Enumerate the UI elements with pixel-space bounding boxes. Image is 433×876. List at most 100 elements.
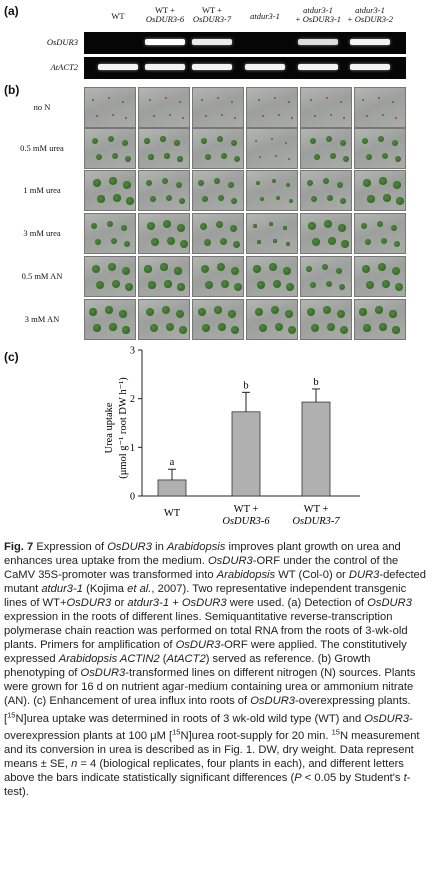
seedling [230,266,240,276]
seedling [161,305,171,315]
seedling [93,179,101,187]
caption-segment: WT (Col-0) or [275,569,349,581]
seedling [392,101,394,103]
plate-row-2-col-4 [246,128,298,169]
seedling [178,197,186,205]
caption-segment: OsDUR3 [107,541,152,553]
seedling [215,220,223,228]
seedling [233,282,243,292]
plate-row-5-col-3 [192,256,244,297]
seedling [257,98,261,102]
seedling [177,283,185,291]
seedling [220,279,230,289]
seedling [367,195,375,203]
caption-segment: OsDUR3 [80,667,126,679]
band-osdur3-lane-2 [145,39,185,45]
seedling [148,281,156,289]
caption-segment: -defected mutant [4,569,427,595]
caption-segment: expression in the roots of different lin… [4,611,408,651]
seedling [308,222,316,230]
seedling [274,322,284,332]
seedling [272,179,276,183]
y-tick-label: 3 [130,346,135,357]
seedling [269,222,273,226]
seedling [326,97,328,99]
seedling [328,237,336,245]
figure-caption: Fig. 7 Expression of OsDUR3 in Arabidops… [4,540,428,799]
seedling [230,139,238,147]
plate-row-3-col-2 [138,170,190,211]
seedling [96,115,98,117]
plate-row-4-col-2 [138,213,190,254]
seedling [113,194,121,202]
seedling [342,155,350,163]
seedling [90,222,98,230]
seedling [392,326,400,334]
seedling [234,117,236,119]
seedling [97,195,105,203]
seedling [218,323,226,331]
category-label-3-line2: OsDUR3-7 [292,516,340,527]
seedling [94,238,102,246]
seedling [180,240,188,248]
seedling [395,156,401,162]
seedling [232,240,240,248]
caption-segment: -overexpressing plants. [ [4,695,411,725]
caption-text: Expression of OsDUR3 in Arabidopsis impr… [4,541,426,798]
seedling [122,101,124,103]
seedling [199,222,207,230]
seedling [144,138,150,144]
seedling [108,136,114,142]
seedling [200,264,210,274]
seedling [390,224,398,232]
seedling [335,267,343,275]
seedling [253,224,257,228]
seedling [330,114,332,116]
band-atact2-lane-1 [98,64,138,70]
plate-row-6-col-5 [300,299,352,340]
seedling [149,323,159,333]
seedling [273,280,281,288]
seedling [92,138,98,144]
seedling [309,137,317,145]
seedling [203,238,211,246]
seedling [231,326,239,334]
seedling [181,116,185,120]
seedling [257,240,261,244]
seedling [270,137,274,141]
seedling [338,224,346,232]
seedling [204,153,212,161]
caption-segment: n [71,758,78,771]
seedling [233,155,241,163]
seedling [214,306,222,314]
seedling [329,152,337,160]
lane-label-4: atdur3-1 [250,11,280,21]
seedling [112,153,118,159]
plate-row-6-col-3 [192,299,244,340]
seedling [198,308,206,316]
band-atact2-lane-2 [145,64,185,70]
plate-row-1-col-5 [300,87,352,128]
y-axis-label-line1: Urea uptake [104,402,115,453]
band-osdur3-lane-5 [298,39,338,45]
caption-segment: , 2007). Two representative independent … [4,583,407,609]
seedling [164,153,170,159]
seedling [231,198,237,204]
seedling [362,138,368,144]
seedling [164,96,168,100]
seedling [261,114,265,118]
seedling [253,265,261,273]
caption-segment: N]urea root-supply for 20 min. [180,730,332,743]
caption-segment: atdur3-1 [127,597,170,609]
seedling [108,263,116,271]
y-tick-label: 0 [130,492,135,503]
seedling [378,136,384,142]
seedling [112,114,114,116]
seedling [204,280,214,290]
row-label-3: 1 mM urea [23,185,61,195]
lane-label-3: WT + OsDUR3-7 [192,5,232,24]
seedling [148,154,154,160]
seedling [110,237,118,245]
plate-row-1-col-3 [192,87,244,128]
caption-segment: N]urea uptake was determined in roots of… [15,712,365,725]
